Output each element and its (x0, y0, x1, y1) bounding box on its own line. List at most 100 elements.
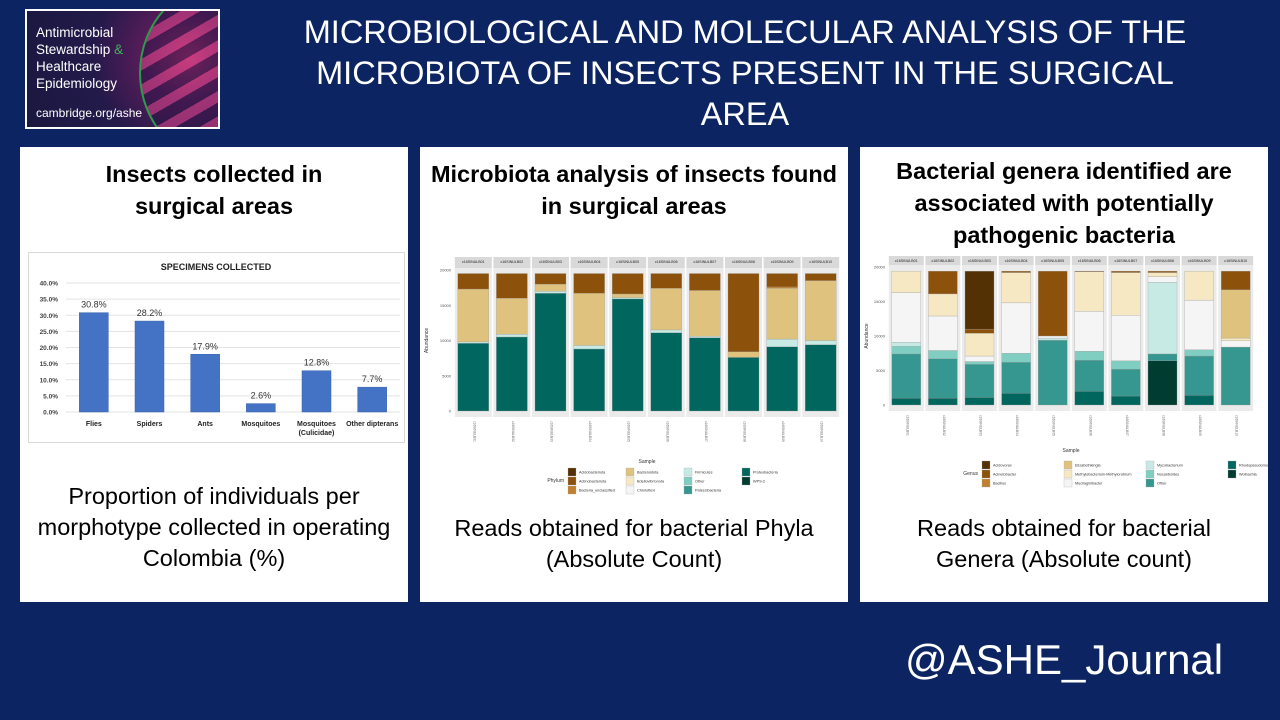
stacked-segment (1184, 270, 1214, 301)
stacked-segment (1038, 270, 1068, 337)
stacked-segment (1111, 270, 1141, 273)
x-tick-label: Mosquitoes (241, 421, 280, 428)
bar (246, 403, 276, 413)
stacked-segment (964, 361, 995, 365)
stacked-segment (891, 397, 921, 406)
x-tick-label: Other dipterans (346, 421, 398, 428)
x-tick-label: c16SINULB06 (665, 421, 669, 442)
facet-strip (570, 257, 608, 268)
facet-strip (493, 257, 531, 268)
legend-swatch (683, 485, 693, 495)
legend-label: Wolbachia (1239, 473, 1258, 477)
stacked-segment (727, 351, 760, 358)
stacked-segment (573, 345, 605, 350)
legend-label: Other (695, 480, 705, 484)
stacked-segment (534, 273, 567, 285)
y-tick-label: 10000 (874, 334, 886, 339)
stacked-segment (457, 273, 489, 290)
stacked-segment (573, 293, 605, 346)
y-axis-label: Abundance (424, 328, 430, 354)
stacked-segment (573, 348, 605, 412)
facet-strip (925, 256, 961, 265)
bar (190, 354, 220, 413)
x-tick-label: c16SINULB10 (820, 421, 824, 442)
stacked-segment (612, 298, 644, 412)
facet-label: c16SINULB04 (578, 260, 601, 264)
stacked-segment (612, 273, 644, 295)
stacked-segment (727, 357, 760, 412)
legend-swatch (981, 478, 991, 488)
y-axis-label: Abundance (864, 323, 870, 349)
logo-line: Stewardship & (36, 41, 123, 58)
stacked-segment (573, 273, 605, 294)
legend-label: Firmicutes (695, 471, 713, 475)
x-tick-label: Ants (197, 421, 213, 428)
stacked-segment (1147, 272, 1178, 277)
facet-strip (1181, 256, 1217, 265)
stacked-segment (891, 342, 921, 347)
logo-word: Stewardship (36, 42, 111, 57)
facet-label: c16SINULB02 (932, 259, 955, 263)
facet-label: c16SINULB02 (501, 260, 524, 264)
y-tick-label: 20000 (440, 268, 452, 273)
panel-caption: Proportion of individuals per morphotype… (37, 483, 391, 571)
facet-label: c16SINULB01 (462, 260, 485, 264)
y-tick-label: 0 (883, 403, 886, 408)
x-tick-label: c16SINULB08 (743, 421, 747, 442)
legend-swatch (1227, 469, 1237, 479)
panel-genera: Bacterial genera identified are associat… (860, 147, 1268, 602)
stacked-segment (1074, 311, 1104, 352)
data-label: 30.8% (81, 300, 107, 310)
stacked-segment (766, 286, 798, 289)
x-tick-label: c16SINULB05 (627, 421, 631, 442)
stacked-segment (766, 338, 798, 347)
facet-label: c16SINULB10 (809, 260, 832, 264)
x-tick-label: c16SINULB01 (905, 415, 909, 436)
stacked-segment (891, 346, 921, 355)
stacked-segment (1184, 395, 1214, 406)
twitter-handle: @ASHE_Journal (905, 636, 1224, 683)
stacked-segment (534, 283, 567, 292)
facet-label: c16SINULB10 (1224, 259, 1247, 263)
stacked-segment (650, 329, 682, 333)
stacked-segment (727, 273, 760, 352)
facet-label: c16SINULB08 (1151, 259, 1174, 263)
logo-amp: & (114, 42, 124, 57)
legend-swatch (741, 467, 751, 477)
y-tick-label: 15000 (874, 299, 886, 304)
stacked-segment (928, 350, 958, 359)
stacked-segment (1147, 360, 1178, 406)
x-axis-label: Sample (1063, 448, 1080, 454)
stacked-segment (1221, 270, 1251, 290)
legend-label: Acidovorax (993, 464, 1012, 468)
facet-label: c16SINULB08 (732, 260, 755, 264)
y-tick-label: 10.0% (40, 377, 59, 384)
stacked-segment (1221, 337, 1251, 341)
panel-phyla: Microbiota analysis of insects found in … (420, 147, 848, 602)
stacked-segment (805, 280, 837, 341)
stacked-segment (1147, 276, 1178, 283)
stacked-segment (1074, 360, 1104, 392)
legend-swatch (741, 476, 751, 486)
facet-label: c16SINULB01 (895, 259, 918, 263)
legend-label: Chloroflexi (637, 489, 655, 493)
stacked-segment (1074, 391, 1104, 406)
stacked-segment (1001, 393, 1031, 406)
y-tick-label: 0 (449, 409, 452, 414)
stacked-segment (1221, 289, 1251, 339)
x-tick-label: c16SINULB10 (1235, 415, 1239, 436)
facet-label: c16SINULB06 (655, 260, 678, 264)
stacked-segment (534, 293, 567, 412)
stacked-segment (1221, 340, 1251, 348)
facet-strip (802, 257, 840, 268)
data-label: 17.9% (192, 341, 218, 351)
stacked-segment (1111, 315, 1141, 361)
legend-label: Bacillus (993, 482, 1006, 486)
stacked-segment (964, 355, 995, 362)
facet-label: c16SINULB05 (1041, 259, 1064, 263)
facet-label: c16SINULB07 (694, 260, 717, 264)
facet-label: c16SINULB05 (616, 260, 639, 264)
stacked-segment (1111, 395, 1141, 406)
x-tick-label: c16SINULB04 (588, 421, 592, 442)
legend-label: Patescibacteria (695, 489, 722, 493)
